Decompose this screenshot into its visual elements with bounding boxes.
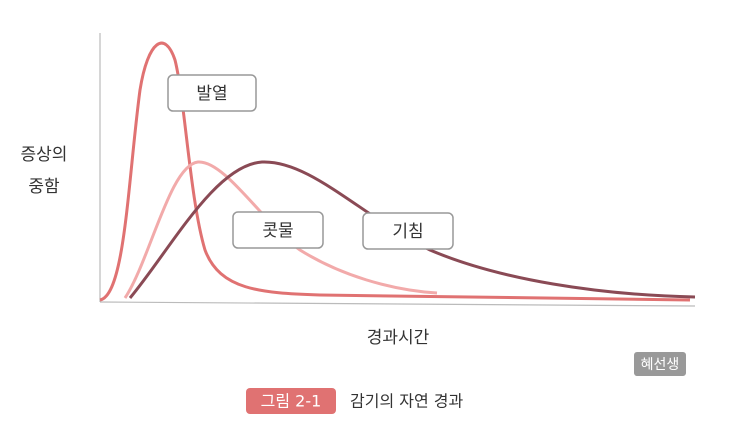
x-axis xyxy=(99,301,696,307)
runny-nose-curve xyxy=(123,160,438,299)
caption-badge xyxy=(246,388,336,414)
curve-label: 콧물 xyxy=(262,221,293,241)
watermark-box xyxy=(634,352,686,376)
label-box xyxy=(167,74,257,112)
curve-label: 발열 xyxy=(196,84,227,104)
label-box xyxy=(362,212,454,250)
watermark: 혜선생 xyxy=(641,357,680,373)
x-axis-label: 경과시간 xyxy=(367,328,430,348)
y-axis-label: 중함 xyxy=(28,177,60,197)
caption-number: 그림 2-1 xyxy=(261,392,322,411)
caption-title: 감기의 자연 경과 xyxy=(350,392,463,411)
fever-curve xyxy=(99,41,691,302)
label-box xyxy=(232,211,324,249)
curve-label: 기침 xyxy=(392,222,423,242)
y-axis-label: 증상의 xyxy=(21,145,68,165)
cough-curve xyxy=(128,160,696,299)
